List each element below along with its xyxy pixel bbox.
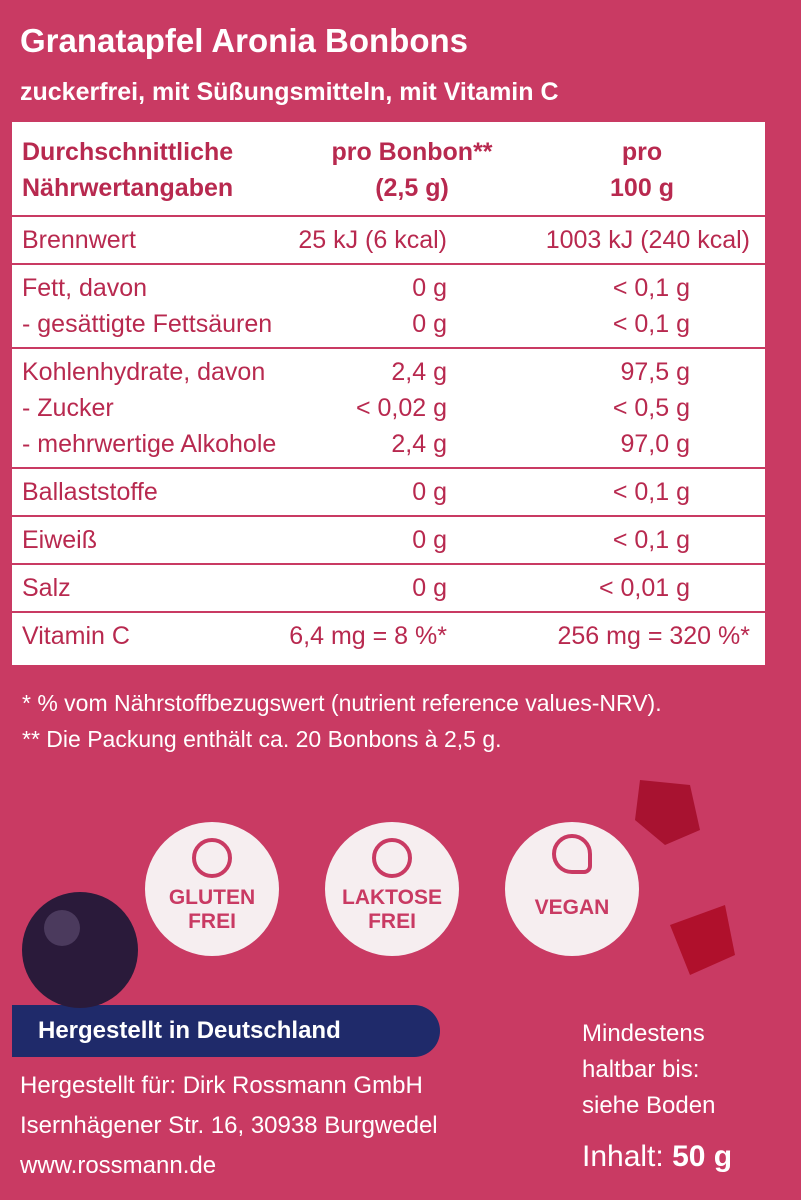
row-label: Eiweiß [22,526,98,554]
per-100g: 256 mg = 320 %* [557,622,751,650]
per-bonbon: 2,4 g [391,358,447,386]
origin-banner: Hergestellt in Deutschland [12,1005,440,1057]
row-separator [12,467,765,469]
header-cell: 100 g [610,174,674,202]
header-cell: pro Bonbon** [331,138,493,166]
per-100g: < 0,1 g [612,310,690,338]
row-label: Ballaststoffe [22,478,158,506]
per-bonbon: 2,4 g [391,430,447,458]
row-label: Vitamin C [22,622,130,650]
footnote: * % vom Nährstoffbezugswert (nutrient re… [22,690,662,716]
best-before-line: siehe Boden [582,1092,716,1119]
subtitle: zuckerfrei, mit Süßungsmitteln, mit Vita… [20,78,559,106]
row-label: - mehrwertige Alkohole [22,430,277,458]
per-100g: 97,5 g [620,358,690,386]
pomegranate-seed [635,780,700,845]
per-bonbon: < 0,02 g [355,394,447,422]
decoration [22,780,735,1008]
per-100g: < 0,1 g [612,526,690,554]
badge-icon [372,838,412,878]
row-label: Kohlenhydrate, davon [22,358,266,386]
badge-text: GLUTEN [168,886,256,909]
per-100g: < 0,1 g [612,478,690,506]
header-cell: (2,5 g) [375,174,449,202]
pomegranate-seed [670,905,735,975]
content-value: 50 g [672,1140,733,1173]
badge-icon [552,834,592,874]
content: Inhalt: 50 g [582,1140,732,1174]
per-100g: < 0,01 g [598,574,690,602]
badge-text: LAKTOSE [342,886,442,909]
row-separator [12,347,765,349]
row-separator [12,611,765,613]
row-separator [12,515,765,517]
badge: VEGAN [505,822,639,956]
row-label: - gesättigte Fettsäuren [22,310,273,338]
per-bonbon: 0 g [412,526,447,554]
manufacturer-line: www.rossmann.de [20,1152,217,1179]
badge-text: VEGAN [534,896,610,919]
per-bonbon: 6,4 mg = 8 %* [289,622,447,650]
per-bonbon: 0 g [412,310,447,338]
header-cell: Durchschnittliche [22,138,234,166]
header-cell: pro [621,138,663,166]
badge-text: FREI [368,910,416,933]
badge-text: FREI [188,910,236,933]
per-100g: < 0,1 g [612,274,690,302]
badge-icon [192,838,232,878]
nutrition-table: Durchschnittliche Nährwertangaben pro Bonb… [12,122,765,665]
row-separator [12,263,765,265]
per-100g: 97,0 g [620,430,690,458]
manufacturer-line: Isernhägener Str. 16, 30938 Burgwedel [20,1112,438,1139]
row-label: Salz [22,574,71,602]
footnote: ** Die Packung enthält ca. 20 Bonbons à … [22,726,502,752]
berry-highlight [44,910,80,946]
row-label: Fett, davon [22,274,148,302]
badge: GLUTEN FREI [145,822,279,956]
badge: LAKTOSE FREI [325,822,459,956]
row-separator [12,563,765,565]
best-before-line: haltbar bis: [582,1056,700,1083]
row-label: - Zucker [22,394,114,422]
header-cell: Nährwertangaben [22,174,234,202]
per-bonbon: 25 kJ (6 kcal) [298,226,447,254]
manufacturer-line: Hergestellt für: Dirk Rossmann GmbH [20,1072,423,1099]
per-bonbon: 0 g [412,574,447,602]
per-bonbon: 0 g [412,274,447,302]
per-100g: 1003 kJ (240 kcal) [545,226,750,254]
best-before-line: Mindestens [582,1020,705,1047]
row-label: Brennwert [22,226,136,254]
per-bonbon: 0 g [412,478,447,506]
content-label: Inhalt: [582,1140,664,1173]
aronia-berry [22,892,138,1008]
title: Granatapfel Aronia Bonbons [20,22,468,59]
per-100g: < 0,5 g [612,394,690,422]
row-separator [12,215,765,217]
